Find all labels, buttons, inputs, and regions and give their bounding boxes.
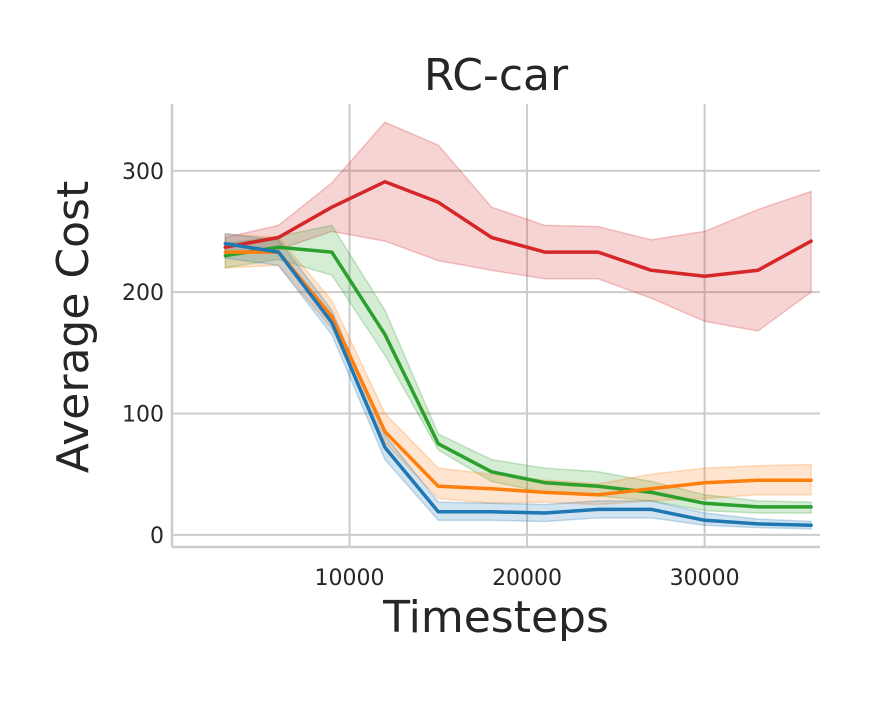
tick-labels: 10000 20000 30000 0 100 200 300: [122, 160, 740, 591]
series-line: [223, 250, 813, 497]
series-line: [223, 241, 813, 527]
series-line: [223, 245, 813, 509]
x-tick-label: 10000: [315, 566, 385, 591]
confidence-bands: [224, 121, 812, 530]
grid: [172, 104, 820, 547]
series-lines: [223, 179, 813, 527]
x-tick-label: 20000: [492, 566, 562, 591]
x-axis-label: Timesteps: [382, 592, 609, 643]
axes-spines: [170, 104, 820, 549]
y-tick-label: 200: [122, 281, 164, 306]
y-axis-label: Average Cost: [48, 181, 99, 474]
series-band: [224, 224, 812, 514]
y-tick-label: 0: [150, 524, 164, 549]
series-band: [224, 121, 812, 332]
y-tick-label: 100: [122, 402, 164, 427]
series-line: [223, 179, 813, 279]
y-tick-label: 300: [122, 160, 164, 185]
series-band: [224, 233, 812, 530]
x-tick-label: 30000: [670, 566, 740, 591]
chart-title: RC-car: [424, 50, 569, 101]
